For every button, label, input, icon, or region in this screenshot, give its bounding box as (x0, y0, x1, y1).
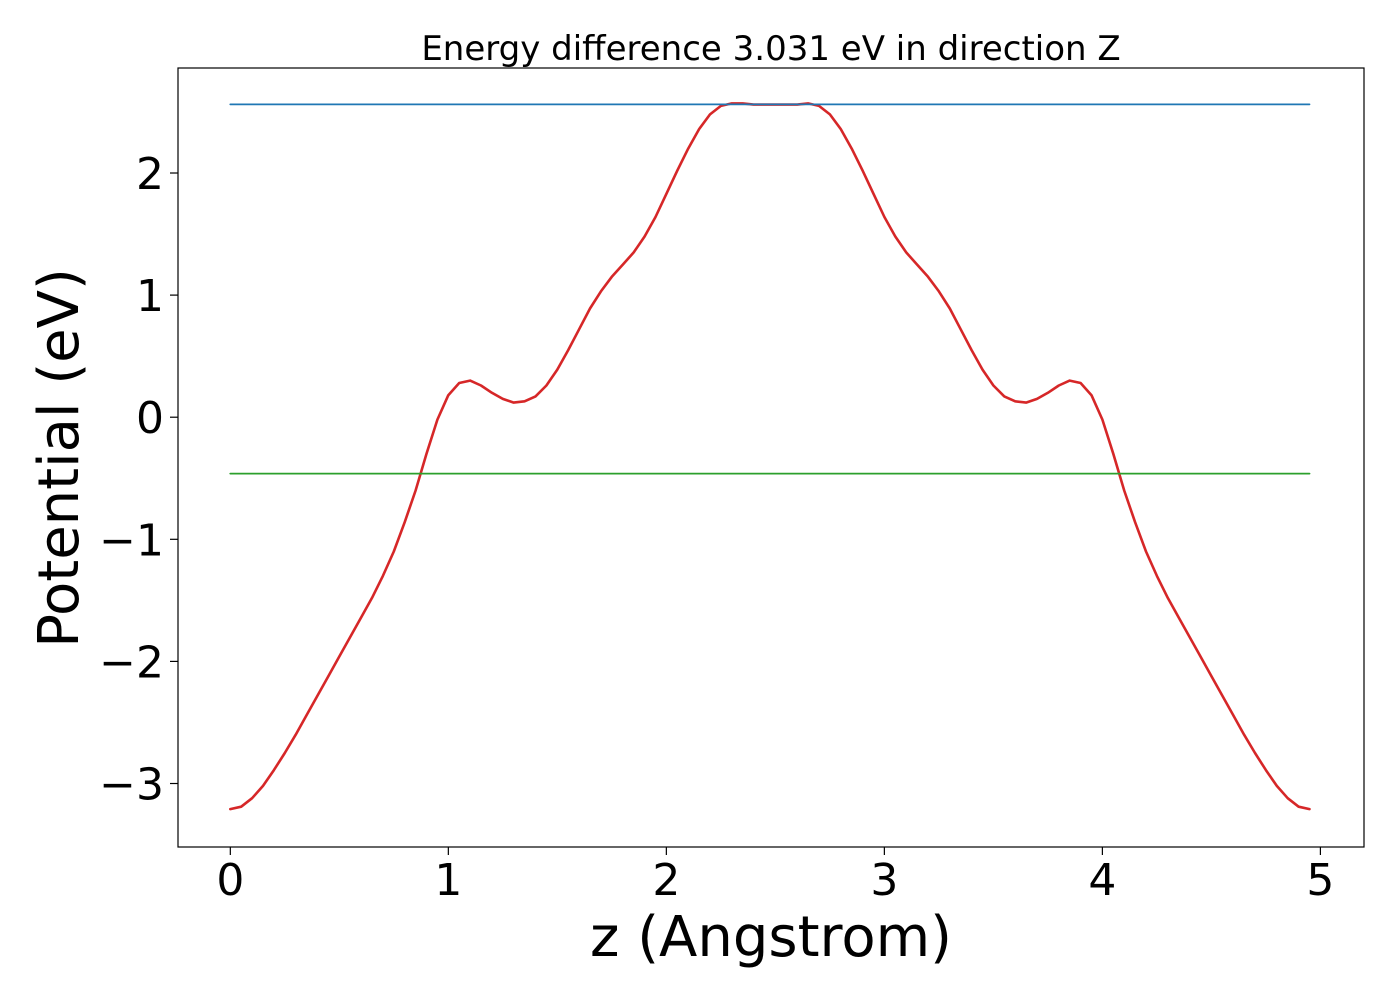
plot-area: 0 1 2 3 4 5 −3 −2 −1 0 1 2 (99, 67, 1365, 906)
y-tick-label: 2 (136, 149, 164, 200)
x-tick-label: 3 (870, 855, 898, 906)
series-line-1 (229, 102, 1311, 811)
x-tick-label: 5 (1306, 855, 1334, 906)
y-tick-label: −2 (99, 637, 164, 688)
x-tick-label: 2 (652, 855, 680, 906)
y-tick-label: −3 (99, 760, 164, 811)
y-tick-label: 1 (136, 271, 164, 322)
plot-frame (177, 67, 1365, 848)
y-axis-title: Potential (eV) (27, 268, 92, 648)
y-tick-label: 0 (136, 393, 164, 444)
x-tick-label: 0 (216, 855, 244, 906)
x-tick-label: 4 (1088, 855, 1116, 906)
x-tick-label: 1 (434, 855, 462, 906)
y-tick-label: −1 (99, 515, 164, 566)
chart-title: Energy difference 3.031 eV in direction … (421, 29, 1120, 69)
x-axis-title: z (Angstrom) (590, 905, 952, 970)
